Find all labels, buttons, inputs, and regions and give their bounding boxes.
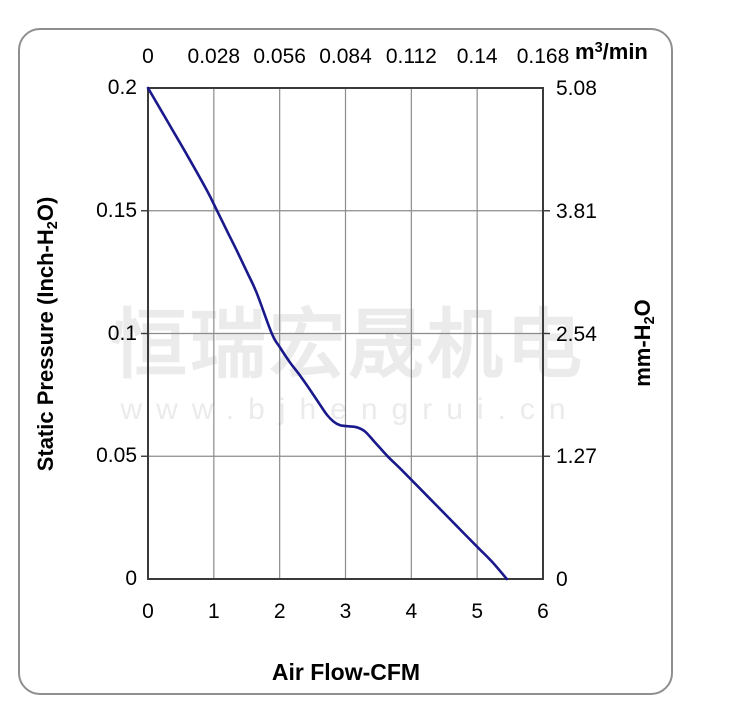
rounded-frame-border [18,28,673,695]
right-axis-tick-label: 2.54 [556,322,597,346]
top-axis-tick-label: 0.056 [253,45,306,68]
watermark-company-name: 恒瑞宏晟机电 [111,303,585,388]
right-axis-tick-label: 3.81 [556,199,597,223]
left-axis-tick-label: 0.1 [107,321,137,345]
left-axis-tick-label: 0.15 [96,198,137,222]
right-axis-tick-label: 0 [556,568,568,591]
top-unit-superscript: 3 [594,39,603,56]
bottom-axis-title: Air Flow-CFM [271,659,421,685]
top-axis-unit-label: m3/min [575,39,648,65]
bottom-axis-tick-label: 0 [142,600,154,623]
top-unit-prefix: m [575,39,595,64]
top-unit-suffix: /min [602,39,648,64]
top-axis-tick-label: 0.084 [319,45,372,68]
right-axis-title-post: O [629,299,655,317]
watermark-website-url: www.bjhengrui.cn [120,393,580,426]
bottom-axis-tick-label: 4 [405,600,418,623]
bottom-axis-tick-label: 6 [537,600,549,623]
left-axis-tick-label: 0.05 [96,444,137,468]
left-axis-tick-label: 0 [125,567,137,590]
bottom-axis-tick-label: 3 [339,600,352,623]
bottom-axis-tick-label: 5 [471,600,483,623]
top-axis-tick-label: 0.168 [516,45,570,68]
left-axis-tick-label: 0.2 [107,76,137,99]
bottom-axis-tick-label: 1 [207,600,220,623]
right-axis-tick-label: 5.08 [556,77,597,100]
right-axis-tick-label: 1.27 [556,445,597,469]
top-axis-tick-label: 0.14 [456,45,498,68]
left-axis-title-pre: Static Pressure (Inch-H [32,229,58,472]
left-axis-title-subscript: 2 [45,221,62,230]
bottom-axis-tick-label: 2 [273,600,286,623]
top-axis-tick-label: 0.028 [187,45,241,68]
top-axis-tick-label: 0.112 [385,45,437,68]
top-axis-tick-label: 0 [142,45,154,68]
